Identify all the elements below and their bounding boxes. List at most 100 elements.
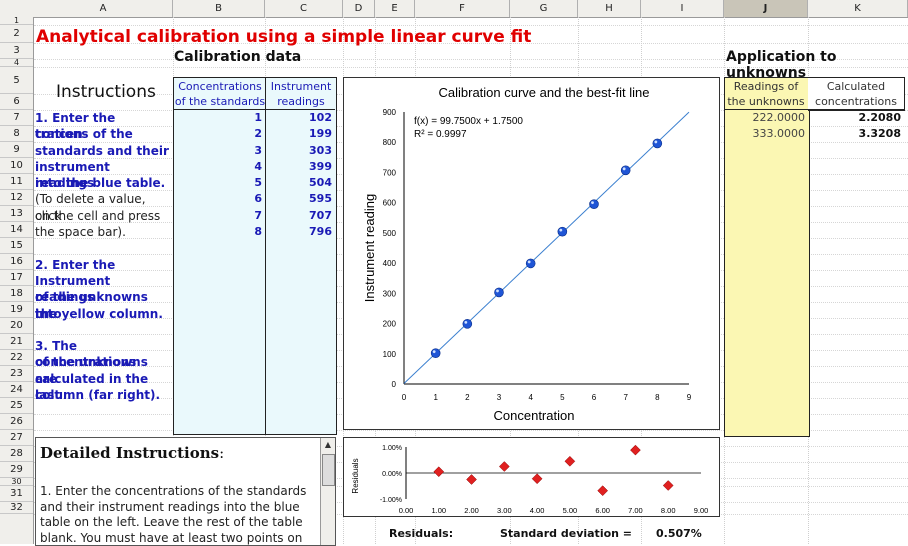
row-header-21[interactable]: 21 — [0, 334, 33, 350]
res-x-tick-label: 0.00 — [399, 506, 414, 515]
unk-header-line1: Readings of — [724, 79, 808, 94]
standards-cell[interactable]: 8 — [173, 224, 265, 240]
scroll-up-icon[interactable]: ▲ — [323, 440, 333, 450]
column-header-j[interactable]: J — [724, 0, 808, 17]
grid-row-line — [34, 25, 908, 26]
x-tick-label: 3 — [497, 393, 502, 402]
detailed-instructions-box[interactable]: Detailed Instructions: 1. Enter the conc… — [35, 437, 336, 546]
x-tick-label: 4 — [528, 393, 533, 402]
unknowns-cell[interactable]: 222.0000 — [724, 110, 808, 126]
inst-header-line1: Instrument — [266, 79, 336, 94]
row-header-27[interactable]: 27 — [0, 430, 33, 446]
column-header-i[interactable]: I — [641, 0, 724, 17]
scrollbar[interactable]: ▲ — [320, 438, 335, 545]
residual-point — [532, 474, 542, 484]
readings-cell[interactable]: 199 — [265, 126, 335, 142]
row-header-28[interactable]: 28 — [0, 446, 33, 462]
readings-cell[interactable]: 399 — [265, 159, 335, 175]
instruction-line: trations of the — [35, 126, 170, 142]
row-header-8[interactable]: 8 — [0, 126, 33, 142]
readings-cell[interactable]: 303 — [265, 143, 335, 159]
row-header-10[interactable]: 10 — [0, 158, 33, 174]
row-header-5[interactable]: 5 — [0, 67, 33, 94]
residuals-label: Residuals: — [389, 527, 453, 540]
row-header-22[interactable]: 22 — [0, 350, 33, 366]
standards-cell[interactable]: 1 — [173, 110, 265, 126]
column-header-f[interactable]: F — [415, 0, 510, 17]
row-header-12[interactable]: 12 — [0, 190, 33, 206]
residual-point — [598, 486, 608, 496]
instruction-line: calculated in the last — [35, 371, 170, 387]
row-header-6[interactable]: 6 — [0, 94, 33, 110]
res-x-tick-label: 1.00 — [431, 506, 446, 515]
calculated-cell[interactable]: 3.3208 — [808, 126, 904, 142]
row-header-3[interactable]: 3 — [0, 43, 33, 59]
column-header-h[interactable]: H — [578, 0, 641, 17]
scroll-thumb[interactable] — [322, 454, 335, 486]
row-header-7[interactable]: 7 — [0, 110, 33, 126]
row-header-13[interactable]: 13 — [0, 206, 33, 222]
readings-cell[interactable]: 102 — [265, 110, 335, 126]
detailed-heading: Detailed Instructions: — [40, 444, 224, 462]
detailed-line: table on the left. Leave the rest of the… — [40, 515, 320, 531]
row-header-32[interactable]: 32 — [0, 502, 33, 514]
column-header-c[interactable]: C — [265, 0, 343, 17]
column-header-a[interactable]: A — [34, 0, 173, 17]
row-header-24[interactable]: 24 — [0, 382, 33, 398]
row-header-17[interactable]: 17 — [0, 270, 33, 286]
row-header-2[interactable]: 2 — [0, 25, 33, 43]
readings-cell[interactable]: 595 — [265, 191, 335, 207]
row-header-30[interactable]: 30 — [0, 478, 33, 486]
readings-cell[interactable]: 504 — [265, 175, 335, 191]
unknowns-cell[interactable]: 333.0000 — [724, 126, 808, 142]
column-header-e[interactable]: E — [375, 0, 415, 17]
stdev-value: 0.507% — [656, 527, 702, 540]
readings-cell[interactable]: 796 — [265, 224, 335, 240]
row-header-25[interactable]: 25 — [0, 398, 33, 414]
instruction-line — [35, 322, 170, 338]
column-header-k[interactable]: K — [808, 0, 908, 17]
row-header-20[interactable]: 20 — [0, 318, 33, 334]
readings-cell[interactable]: 707 — [265, 208, 335, 224]
row-header-31[interactable]: 31 — [0, 486, 33, 502]
standards-cell[interactable]: 7 — [173, 208, 265, 224]
standards-cell[interactable]: 5 — [173, 175, 265, 191]
row-header-1[interactable]: 1 — [0, 17, 33, 25]
calc-header-line2: concentrations — [808, 94, 904, 109]
data-point-highlight — [559, 229, 562, 232]
row-header-19[interactable]: 19 — [0, 302, 33, 318]
data-point — [590, 200, 599, 209]
standards-cell[interactable]: 6 — [173, 191, 265, 207]
standards-cell[interactable]: 4 — [173, 159, 265, 175]
instruction-line: of the unknowns are — [35, 354, 170, 370]
column-header-g[interactable]: G — [510, 0, 578, 17]
res-y-tick-label: 0.00% — [382, 471, 402, 478]
row-header-11[interactable]: 11 — [0, 174, 33, 190]
residual-point — [630, 445, 640, 455]
row-header-23[interactable]: 23 — [0, 366, 33, 382]
x-tick-label: 7 — [623, 393, 628, 402]
standards-cell[interactable]: 2 — [173, 126, 265, 142]
data-point-highlight — [496, 290, 499, 293]
row-header-9[interactable]: 9 — [0, 142, 33, 158]
standards-cell[interactable]: 3 — [173, 143, 265, 159]
row-header-26[interactable]: 26 — [0, 414, 33, 430]
row-header-16[interactable]: 16 — [0, 254, 33, 270]
column-header-b[interactable]: B — [173, 0, 265, 17]
column-header-d[interactable]: D — [343, 0, 375, 17]
std-header-line2: of the standards — [174, 94, 266, 109]
row-header-15[interactable]: 15 — [0, 238, 33, 254]
row-header-29[interactable]: 29 — [0, 462, 33, 478]
row-header-4[interactable]: 4 — [0, 59, 33, 67]
row-header-18[interactable]: 18 — [0, 286, 33, 302]
calculated-cell[interactable]: 2.2080 — [808, 110, 904, 126]
data-point — [558, 227, 567, 236]
row-header-14[interactable]: 14 — [0, 222, 33, 238]
data-point-highlight — [623, 167, 626, 170]
